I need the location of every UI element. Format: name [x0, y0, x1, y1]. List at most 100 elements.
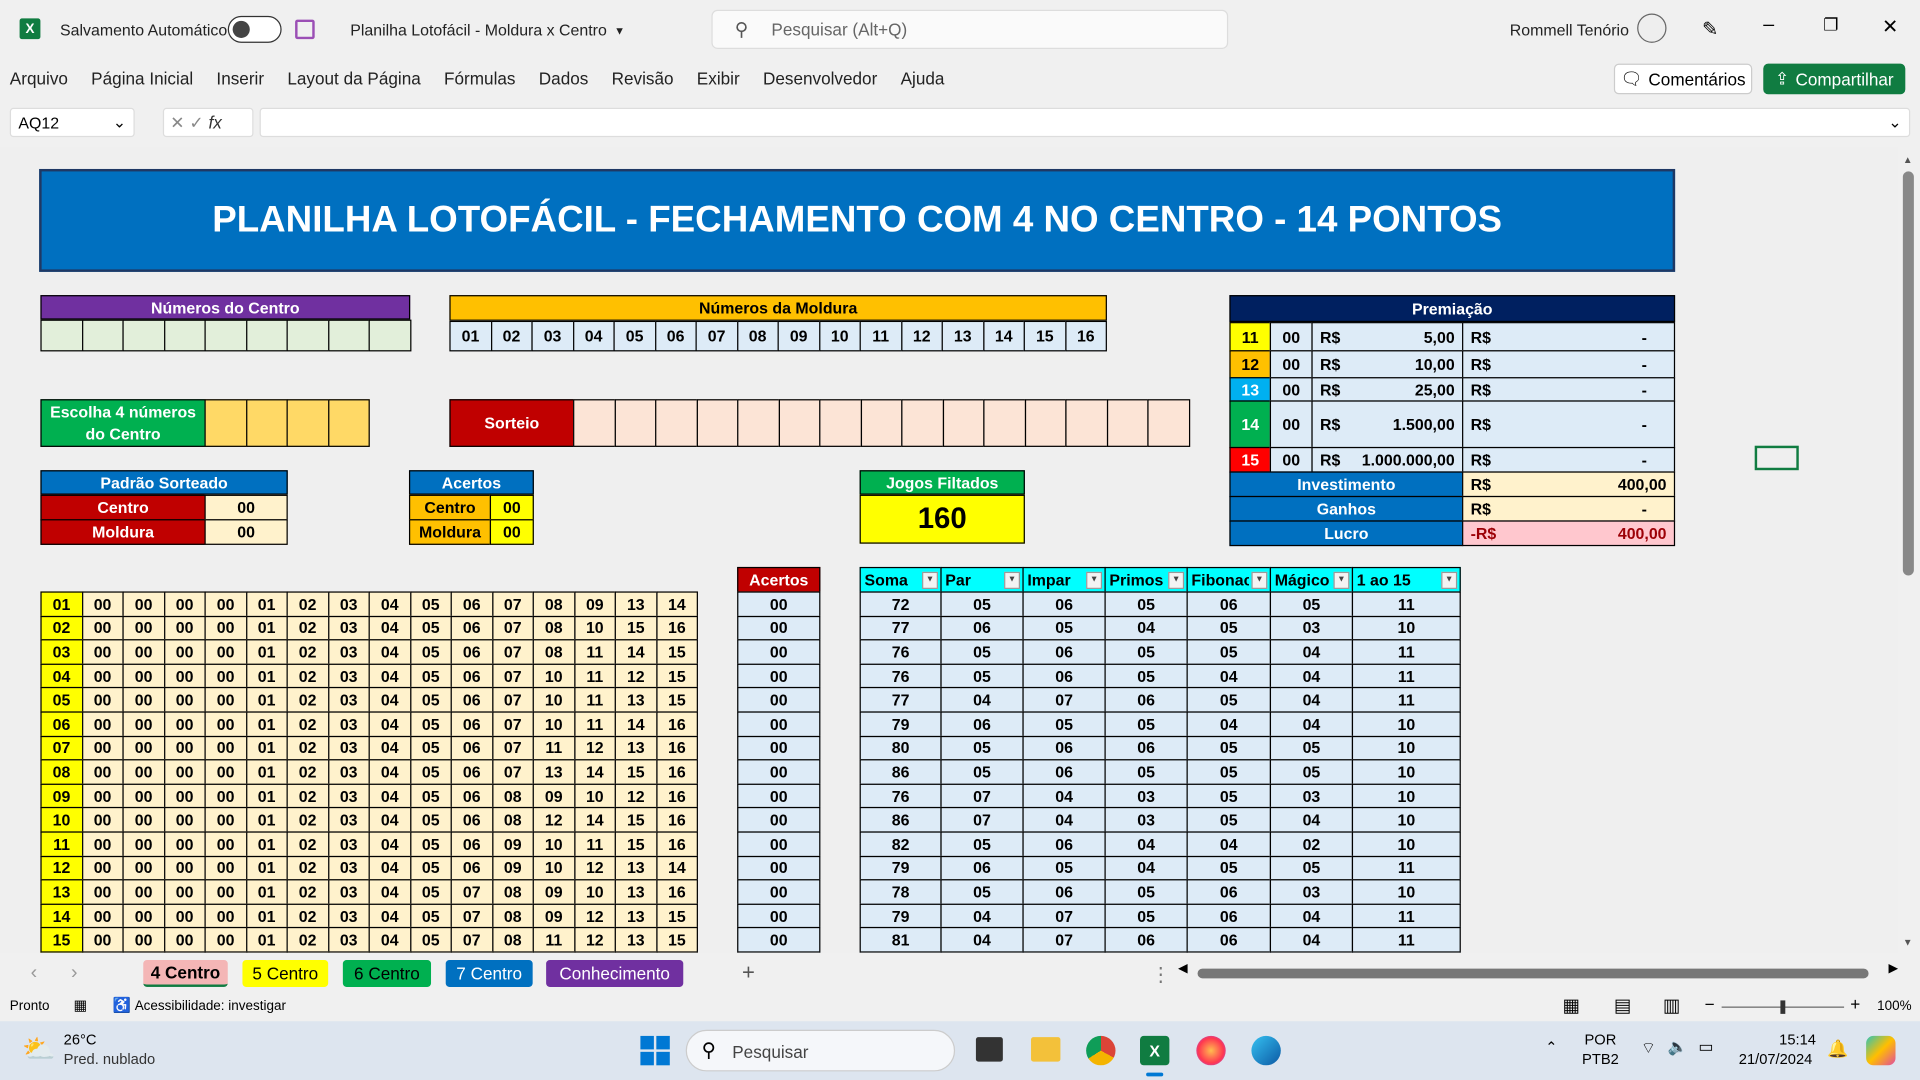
formula-input[interactable]: ⌄ [259, 107, 1911, 138]
page-break-icon[interactable]: ▥ [1662, 995, 1681, 1017]
centro-number-cell[interactable] [368, 319, 411, 352]
centro-number-cell[interactable] [327, 319, 370, 352]
sorteio-input-cell[interactable] [778, 399, 821, 447]
zoom-level[interactable]: 100% [1877, 999, 1912, 1014]
menu-revisao[interactable]: Revisão [611, 68, 674, 89]
sorteio-input-cell[interactable] [1106, 399, 1149, 447]
document-title[interactable]: Planilha Lotofácil - Moldura x Centro [350, 20, 607, 40]
save-icon[interactable] [295, 19, 315, 40]
user-name[interactable]: Rommell Tenório [1509, 20, 1629, 40]
menu-inserir[interactable]: Inserir [216, 68, 265, 89]
add-sheet-icon[interactable]: + [742, 960, 755, 985]
copilot-icon[interactable] [1866, 1035, 1896, 1066]
tab-prev-icon[interactable]: ‹ [30, 962, 38, 984]
escolha-input-cell[interactable] [245, 399, 288, 447]
excel-taskbar-icon[interactable]: X [1140, 1035, 1170, 1066]
comments-button[interactable]: 🗨 Comentários [1613, 63, 1753, 95]
firefox-icon[interactable] [1196, 1035, 1226, 1066]
escolha-input-cell[interactable] [327, 399, 370, 447]
horizontal-scrollbar[interactable]: ◀ ▶ [1178, 962, 1898, 982]
zoom-slider[interactable] [1721, 1000, 1845, 1014]
weather-temp[interactable]: 26°C [63, 1031, 97, 1049]
escolha-input-cell[interactable] [286, 399, 329, 447]
menu-ajuda[interactable]: Ajuda [900, 68, 945, 89]
restore-icon[interactable]: ❐ [1823, 14, 1839, 35]
vertical-scrollbar[interactable]: ▲ ▼ [1897, 146, 1920, 953]
filter-dropdown-icon[interactable]: ▼ [1168, 571, 1185, 589]
menu-arquivo[interactable]: Arquivo [9, 68, 68, 89]
chrome-icon[interactable] [1086, 1035, 1116, 1066]
weather-icon[interactable]: ⛅ [22, 1033, 56, 1065]
filter-dropdown-icon[interactable]: ▼ [1086, 571, 1103, 589]
menu-exibir[interactable]: Exibir [696, 68, 740, 89]
sorteio-input-cell[interactable] [737, 399, 780, 447]
macro-icon[interactable]: ▦ [73, 996, 88, 1014]
weather-desc[interactable]: Pred. nublado [63, 1050, 156, 1068]
filter-dropdown-icon[interactable]: ▼ [922, 571, 938, 589]
taskbar-search[interactable]: ⚲ Pesquisar [685, 1029, 956, 1072]
centro-number-cell[interactable] [245, 319, 288, 352]
autosave-toggle[interactable] [227, 15, 282, 43]
sorteio-input-cell[interactable] [614, 399, 657, 447]
sheet-tab[interactable]: 5 Centro [242, 960, 329, 987]
sheet-tab[interactable]: 4 Centro [143, 960, 228, 987]
sorteio-input-cell[interactable] [860, 399, 903, 447]
worksheet[interactable]: PLANILHA LOTOFÁCIL - FECHAMENTO COM 4 NO… [0, 146, 1898, 953]
zoom-out-icon[interactable]: − [1704, 994, 1715, 1014]
sorteio-input-cell[interactable] [696, 399, 739, 447]
selected-cell[interactable] [1754, 445, 1799, 471]
centro-number-cell[interactable] [122, 319, 165, 352]
task-view-icon[interactable] [975, 1037, 1003, 1062]
edge-icon[interactable] [1251, 1035, 1281, 1066]
minimize-icon[interactable]: – [1763, 14, 1775, 36]
share-button[interactable]: ⇪ Compartilhar [1763, 63, 1906, 95]
zoom-in-icon[interactable]: + [1850, 994, 1861, 1014]
search-box[interactable]: ⚲ Pesquisar (Alt+Q) [711, 9, 1229, 49]
cancel-icon[interactable]: ✕ [170, 112, 185, 133]
sorteio-input-cell[interactable] [573, 399, 616, 447]
volume-icon[interactable]: 🔈 [1667, 1037, 1688, 1056]
filter-dropdown-icon[interactable]: ▼ [1441, 571, 1458, 589]
sorteio-input-cell[interactable] [655, 399, 698, 447]
sorteio-input-cell[interactable] [819, 399, 862, 447]
tray-chevron-icon[interactable]: ⌃ [1545, 1038, 1558, 1056]
chevron-down-icon[interactable]: ⌄ [112, 112, 127, 132]
menu-layout[interactable]: Layout da Página [287, 68, 421, 89]
accessibility-icon[interactable]: ♿ [112, 996, 131, 1014]
menu-dados[interactable]: Dados [538, 68, 589, 89]
sorteio-input-cell[interactable] [1147, 399, 1190, 447]
sheet-tab[interactable]: Conhecimento [546, 960, 684, 987]
filter-dropdown-icon[interactable]: ▼ [1333, 571, 1350, 589]
sorteio-input-cell[interactable] [983, 399, 1026, 447]
sheet-tab[interactable]: 6 Centro [342, 960, 432, 987]
menu-desenvolvedor[interactable]: Desenvolvedor [762, 68, 878, 89]
notification-bell-icon[interactable]: 🔔 [1826, 1038, 1849, 1058]
wifi-icon[interactable]: ⌔ [1640, 1038, 1656, 1057]
clock-date[interactable]: 21/07/2024 [1738, 1050, 1813, 1068]
menu-pagina-inicial[interactable]: Página Inicial [91, 68, 194, 89]
chevron-down-icon[interactable]: ▼ [614, 23, 626, 37]
name-box[interactable]: AQ12 ⌄ [9, 107, 135, 138]
avatar[interactable] [1637, 13, 1667, 43]
sorteio-input-cell[interactable] [1024, 399, 1067, 447]
check-icon[interactable]: ✓ [189, 112, 204, 133]
pen-icon[interactable]: ✎ [1702, 19, 1719, 41]
windows-start-icon[interactable] [640, 1035, 670, 1066]
filter-dropdown-icon[interactable]: ▼ [1004, 571, 1021, 589]
keyboard-layout[interactable]: PTB2 [1582, 1050, 1619, 1068]
sorteio-input-cell[interactable] [901, 399, 944, 447]
normal-view-icon[interactable]: ▦ [1562, 995, 1580, 1017]
filter-dropdown-icon[interactable]: ▼ [1251, 571, 1268, 589]
centro-number-cell[interactable] [40, 319, 83, 352]
tab-next-icon[interactable]: › [71, 962, 78, 984]
splitter-icon[interactable]: ⋮ [1151, 964, 1171, 986]
escolha-input-cell[interactable] [204, 399, 247, 447]
accessibility-status[interactable]: Acessibilidade: investigar [134, 999, 286, 1014]
document-title-group[interactable]: Planilha Lotofácil - Moldura x Centro ▼ [350, 21, 625, 39]
menu-formulas[interactable]: Fórmulas [444, 68, 516, 89]
close-icon[interactable]: ✕ [1882, 17, 1899, 38]
file-explorer-icon[interactable] [1031, 1037, 1061, 1062]
centro-number-cell[interactable] [204, 319, 247, 352]
language[interactable]: POR [1584, 1031, 1617, 1049]
expand-icon[interactable]: ⌄ [1888, 112, 1902, 132]
